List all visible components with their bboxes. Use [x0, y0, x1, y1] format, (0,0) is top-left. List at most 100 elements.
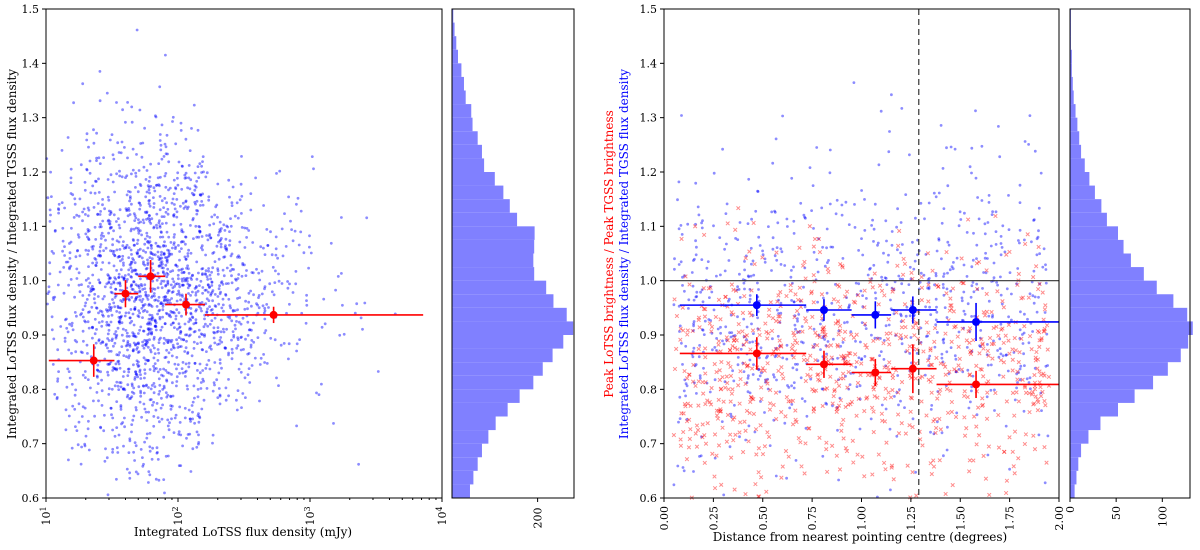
- scatter-point: [200, 267, 204, 271]
- scatter-point: [107, 280, 111, 284]
- scatter-point-peak: [1023, 390, 1029, 395]
- scatter-point-peak: [828, 343, 834, 348]
- scatter-point-integrated: [902, 291, 905, 294]
- scatter-point: [165, 133, 169, 137]
- scatter-point-integrated: [749, 274, 753, 278]
- scatter-point: [66, 260, 70, 264]
- scatter-point: [108, 138, 112, 142]
- scatter-point: [122, 444, 125, 448]
- scatter-point-integrated: [934, 323, 938, 327]
- scatter-point: [233, 323, 237, 327]
- scatter-point-peak: [744, 364, 750, 369]
- scatter-point: [130, 284, 133, 287]
- scatter-point: [131, 168, 135, 172]
- scatter-point: [157, 295, 161, 299]
- scatter-point: [340, 272, 343, 275]
- scatter-point: [144, 267, 148, 271]
- scatter-point-peak: [746, 439, 751, 444]
- scatter-point-peak: [911, 325, 916, 330]
- scatter-point: [244, 299, 248, 303]
- scatter-point: [247, 367, 251, 370]
- scatter-point-integrated: [970, 284, 974, 288]
- scatter-point: [124, 329, 128, 332]
- scatter-point-integrated: [683, 289, 686, 293]
- scatter-point-integrated: [998, 155, 1002, 159]
- scatter-point-peak: [794, 340, 800, 346]
- scatter-point-peak: [1037, 330, 1042, 335]
- scatter-point: [212, 336, 216, 340]
- scatter-point: [125, 331, 129, 335]
- scatter-point: [65, 385, 69, 389]
- scatter-point-integrated: [942, 272, 946, 276]
- scatter-point: [112, 280, 116, 284]
- scatter-point: [236, 255, 239, 259]
- scatter-point-peak: [989, 341, 995, 347]
- scatter-point-integrated: [880, 403, 884, 407]
- scatter-point: [129, 248, 133, 252]
- scatter-point-integrated: [699, 290, 702, 294]
- scatter-point: [189, 311, 193, 315]
- scatter-point-integrated: [820, 387, 824, 391]
- scatter-point: [223, 346, 227, 349]
- scatter-point-integrated: [1033, 295, 1037, 299]
- scatter-point-integrated: [993, 388, 996, 392]
- scatter-point-integrated: [975, 243, 979, 247]
- scatter-point-integrated: [1019, 364, 1023, 368]
- scatter-point: [118, 306, 122, 310]
- scatter-point: [201, 333, 204, 336]
- scatter-point: [142, 402, 146, 406]
- scatter-point-integrated: [997, 125, 1000, 128]
- scatter-point-peak: [845, 402, 851, 407]
- scatter-point: [136, 351, 140, 354]
- scatter-point: [95, 306, 99, 310]
- binned-marker: [871, 368, 880, 377]
- scatter-point-integrated: [821, 387, 825, 391]
- scatter-point-peak: [1010, 357, 1015, 362]
- scatter-point: [58, 270, 62, 274]
- scatter-point: [162, 386, 166, 390]
- scatter-point: [134, 406, 138, 409]
- scatter-point-integrated: [1028, 376, 1032, 380]
- scatter-point-peak: [724, 439, 730, 444]
- scatter-point-peak: [854, 332, 859, 337]
- scatter-point: [109, 226, 112, 229]
- scatter-point-integrated: [756, 190, 760, 193]
- binned-point-0: [48, 344, 115, 377]
- scatter-point: [83, 406, 87, 410]
- scatter-point: [64, 408, 68, 412]
- scatter-point-peak: [948, 296, 953, 301]
- scatter-point: [171, 310, 175, 314]
- scatter-point-integrated: [783, 283, 787, 287]
- scatter-point-integrated: [834, 212, 838, 216]
- scatter-point: [217, 257, 221, 261]
- scatter-point-integrated: [778, 390, 782, 394]
- scatter-point-integrated: [825, 402, 828, 406]
- scatter-point-integrated: [730, 415, 733, 419]
- scatter-point-peak: [932, 417, 937, 422]
- scatter-point-integrated: [770, 269, 773, 272]
- scatter-point-integrated: [942, 293, 946, 297]
- scatter-point: [93, 301, 97, 305]
- scatter-point-peak: [788, 282, 793, 288]
- scatter-point-peak: [848, 332, 854, 337]
- scatter-point-integrated: [783, 264, 787, 267]
- scatter-point-peak: [700, 435, 705, 440]
- scatter-point-peak: [947, 308, 953, 313]
- scatter-point-peak: [934, 355, 939, 361]
- scatter-point-integrated: [790, 403, 794, 406]
- scatter-point-peak: [993, 213, 998, 219]
- scatter-point-integrated: [730, 331, 734, 334]
- scatter-point-peak: [790, 342, 796, 348]
- scatter-point-integrated: [734, 237, 737, 240]
- scatter-point: [81, 82, 85, 86]
- scatter-point-peak: [1033, 394, 1038, 399]
- scatter-point: [168, 313, 172, 316]
- scatter-point-peak: [838, 354, 844, 359]
- scatter-point-peak: [788, 288, 793, 293]
- scatter-point-peak: [984, 416, 990, 421]
- scatter-point: [177, 432, 181, 436]
- scatter-point: [218, 239, 222, 243]
- scatter-point-peak: [738, 376, 743, 382]
- scatter-point: [190, 278, 194, 281]
- scatter-point: [57, 207, 60, 211]
